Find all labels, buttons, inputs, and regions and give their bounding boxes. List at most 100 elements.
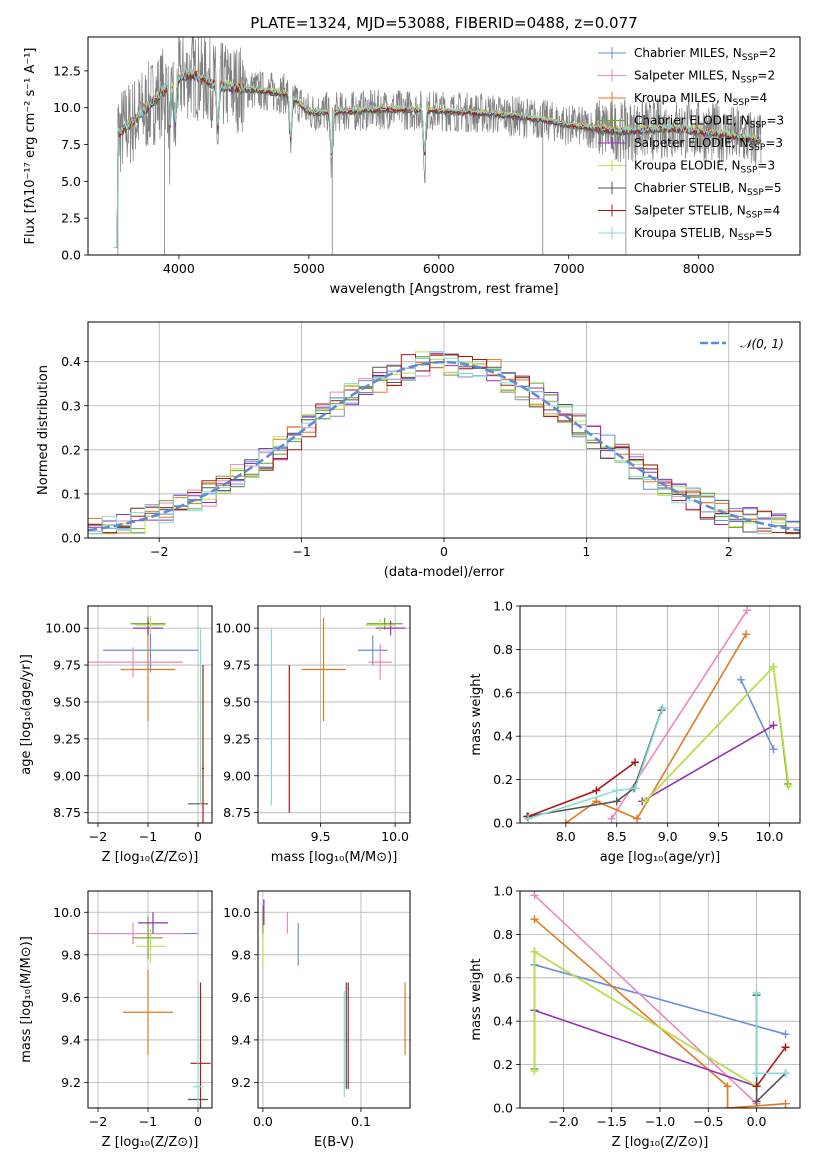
- legend-subscript: SSP: [733, 98, 750, 108]
- y-tick-label: 8.75: [53, 805, 81, 820]
- y-tick-label: 9.8: [61, 947, 81, 962]
- y-tick-label: 2.5: [61, 211, 81, 226]
- legend-suffix: =3: [765, 136, 783, 150]
- legend-suffix: =4: [763, 204, 781, 218]
- y-tick-label: 0.4: [493, 729, 513, 744]
- spectrum-plot: 4000 5000 6000 7000 8000 0.0 2.5 5.0 7.5 10.0 12.5…: [23, 14, 801, 297]
- mass_vs_ebv-plot: 0.0 0.1 9.2 9.4 9.6 9.8 10.0 E(B-V): [223, 890, 411, 1150]
- legend-entry-chabrier_miles: Chabrier MILES, NSSP=2: [634, 46, 776, 63]
- chabrier_miles-weight-point: [736, 675, 745, 684]
- legend-suffix: =2: [759, 46, 777, 60]
- legend-entry-salpeter_stelib: Salpeter STELIB, NSSP=4: [634, 204, 780, 221]
- y-tick-label: 9.50: [53, 694, 81, 709]
- weight_vs_age-marks: [523, 606, 793, 823]
- x-tick-label: 9.0: [658, 829, 678, 844]
- x-tick-label: 7000: [553, 261, 585, 276]
- kroupa_stelib-weight-point: [752, 1069, 761, 1078]
- kroupa_miles-weight-point: [633, 814, 642, 823]
- salpeter_stelib-weight-point: [752, 1082, 761, 1091]
- chabrier_miles-weight-point: [769, 745, 778, 754]
- mass_vs_Z-frame: [87, 890, 213, 1109]
- y-tick-label: 0.0: [61, 531, 81, 546]
- y-tick-label: 10.0: [53, 100, 81, 115]
- x-tick-label: 10.0: [381, 829, 409, 844]
- x-tick-label: 2: [725, 544, 733, 559]
- chart-title: PLATE=1324, MJD=53088, FIBERID=0488, z=0…: [250, 14, 637, 32]
- y-tick-label: 9.75: [223, 658, 251, 673]
- legend-entry-kroupa_stelib: Kroupa STELIB, NSSP=5: [634, 226, 772, 243]
- x-tick-label: 0.0: [747, 1114, 767, 1129]
- salpeter_miles-weight-point: [530, 891, 539, 900]
- legend-subscript: SSP: [750, 121, 767, 131]
- salpeter_stelib-weight-point: [781, 1043, 790, 1052]
- age_vs_Z-marks: [88, 616, 208, 823]
- chabrier_miles-weight-point: [781, 1030, 790, 1039]
- x-tick-label: 5000: [293, 261, 325, 276]
- salpeter_elodie-weight-line: [534, 1009, 757, 1088]
- legend-suffix: =2: [757, 69, 775, 83]
- chabrier_stelib-weight-point: [752, 1097, 761, 1106]
- y-tick-label: 9.8: [231, 947, 251, 962]
- kroupa_elodie-weight-point: [530, 1067, 539, 1076]
- legend-subscript: SSP: [747, 188, 764, 198]
- y-tick-label: 0.4: [493, 1014, 513, 1029]
- salpeter_miles-weight-line: [610, 609, 748, 820]
- y-tick-label: 9.2: [231, 1075, 251, 1090]
- legend-normal-label: 𝒩(0, 1): [740, 337, 784, 351]
- residuals-plot: −2 −1 0 1 2 0.0 0.1 0.2 0.3 0.4 (data-model)/error…: [36, 321, 801, 580]
- y-tick-label: 10.0: [223, 905, 251, 920]
- y-tick-label: 10.00: [45, 621, 81, 636]
- kroupa_miles-weight-point: [781, 1099, 790, 1108]
- x-axis-label: E(B-V): [314, 1135, 354, 1150]
- x-tick-label: 1: [582, 544, 590, 559]
- y-tick-label: 0.0: [493, 816, 513, 831]
- y-axis-label: Normed distribution: [36, 365, 51, 495]
- legend-label: Kroupa ELODIE, N: [634, 159, 741, 173]
- y-axis-label: mass [log₁₀(M/M⊙)]: [19, 936, 34, 1063]
- salpeter_miles-weight-point: [743, 606, 752, 615]
- legend-suffix: =3: [766, 114, 784, 128]
- salpeter_stelib-weight-point: [592, 786, 601, 795]
- y-tick-label: 9.6: [231, 990, 251, 1005]
- legend-label: Chabrier ELODIE, N: [634, 114, 750, 128]
- weight_vs_Z-frame: [519, 890, 801, 1109]
- y-tick-label: 0.6: [493, 685, 513, 700]
- kroupa_miles-weight-point: [723, 1104, 732, 1108]
- kroupa_stelib-weight-line: [527, 707, 664, 820]
- chabrier_stelib-weight-line: [526, 709, 663, 818]
- kroupa_elodie-weight-point: [784, 782, 793, 791]
- mass_vs_ebv-marks: [262, 899, 406, 1098]
- kroupa_stelib-weight-point: [612, 786, 621, 795]
- weight_vs_age-plot: 8.0 8.5 9.0 9.5 10.0 0.0 0.2 0.4 0.6 0.8 1.0 age [l…: [469, 599, 801, 865]
- legend-suffix: =5: [764, 181, 782, 195]
- legend-label: Salpeter STELIB, N: [634, 204, 746, 218]
- legend-entry-chabrier_stelib: Chabrier STELIB, NSSP=5: [634, 181, 782, 198]
- y-tick-label: 10.00: [215, 621, 251, 636]
- legend-label: Salpeter MILES, N: [634, 69, 741, 83]
- x-tick-label: 9.5: [311, 829, 331, 844]
- legend-subscript: SSP: [748, 143, 765, 153]
- x-tick-label: −0.5: [693, 1114, 723, 1129]
- y-tick-label: 0.2: [61, 442, 81, 457]
- x-tick-label: 6000: [423, 261, 455, 276]
- chabrier_stelib-weight-point: [612, 797, 621, 806]
- weight_vs_age-frame: [519, 605, 801, 824]
- x-tick-label: 9.5: [709, 829, 729, 844]
- x-tick-label: −2: [89, 829, 107, 844]
- x-axis-label: Z [log₁₀(Z/Z⊙)]: [102, 850, 199, 865]
- y-axis-label: mass weight: [469, 673, 484, 755]
- y-tick-label: 9.25: [53, 731, 81, 746]
- y-tick-label: 7.5: [61, 137, 81, 152]
- spectrum-frame: [87, 36, 801, 256]
- y-tick-label: 9.00: [223, 768, 251, 783]
- x-axis-label: (data-model)/error: [384, 565, 505, 580]
- kroupa_elodie-weight-line: [533, 950, 758, 1087]
- chabrier_stelib-weight-line: [755, 995, 787, 1104]
- y-tick-label: 12.5: [53, 63, 81, 78]
- y-tick-label: 9.25: [223, 731, 251, 746]
- x-axis-label: wavelength [Angstrom, rest frame]: [330, 282, 559, 297]
- legend-label: Kroupa STELIB, N: [634, 226, 738, 240]
- y-tick-label: 9.4: [61, 1032, 81, 1047]
- x-tick-label: 8.5: [607, 829, 627, 844]
- x-axis-label: Z [log₁₀(Z/Z⊙)]: [612, 1135, 709, 1150]
